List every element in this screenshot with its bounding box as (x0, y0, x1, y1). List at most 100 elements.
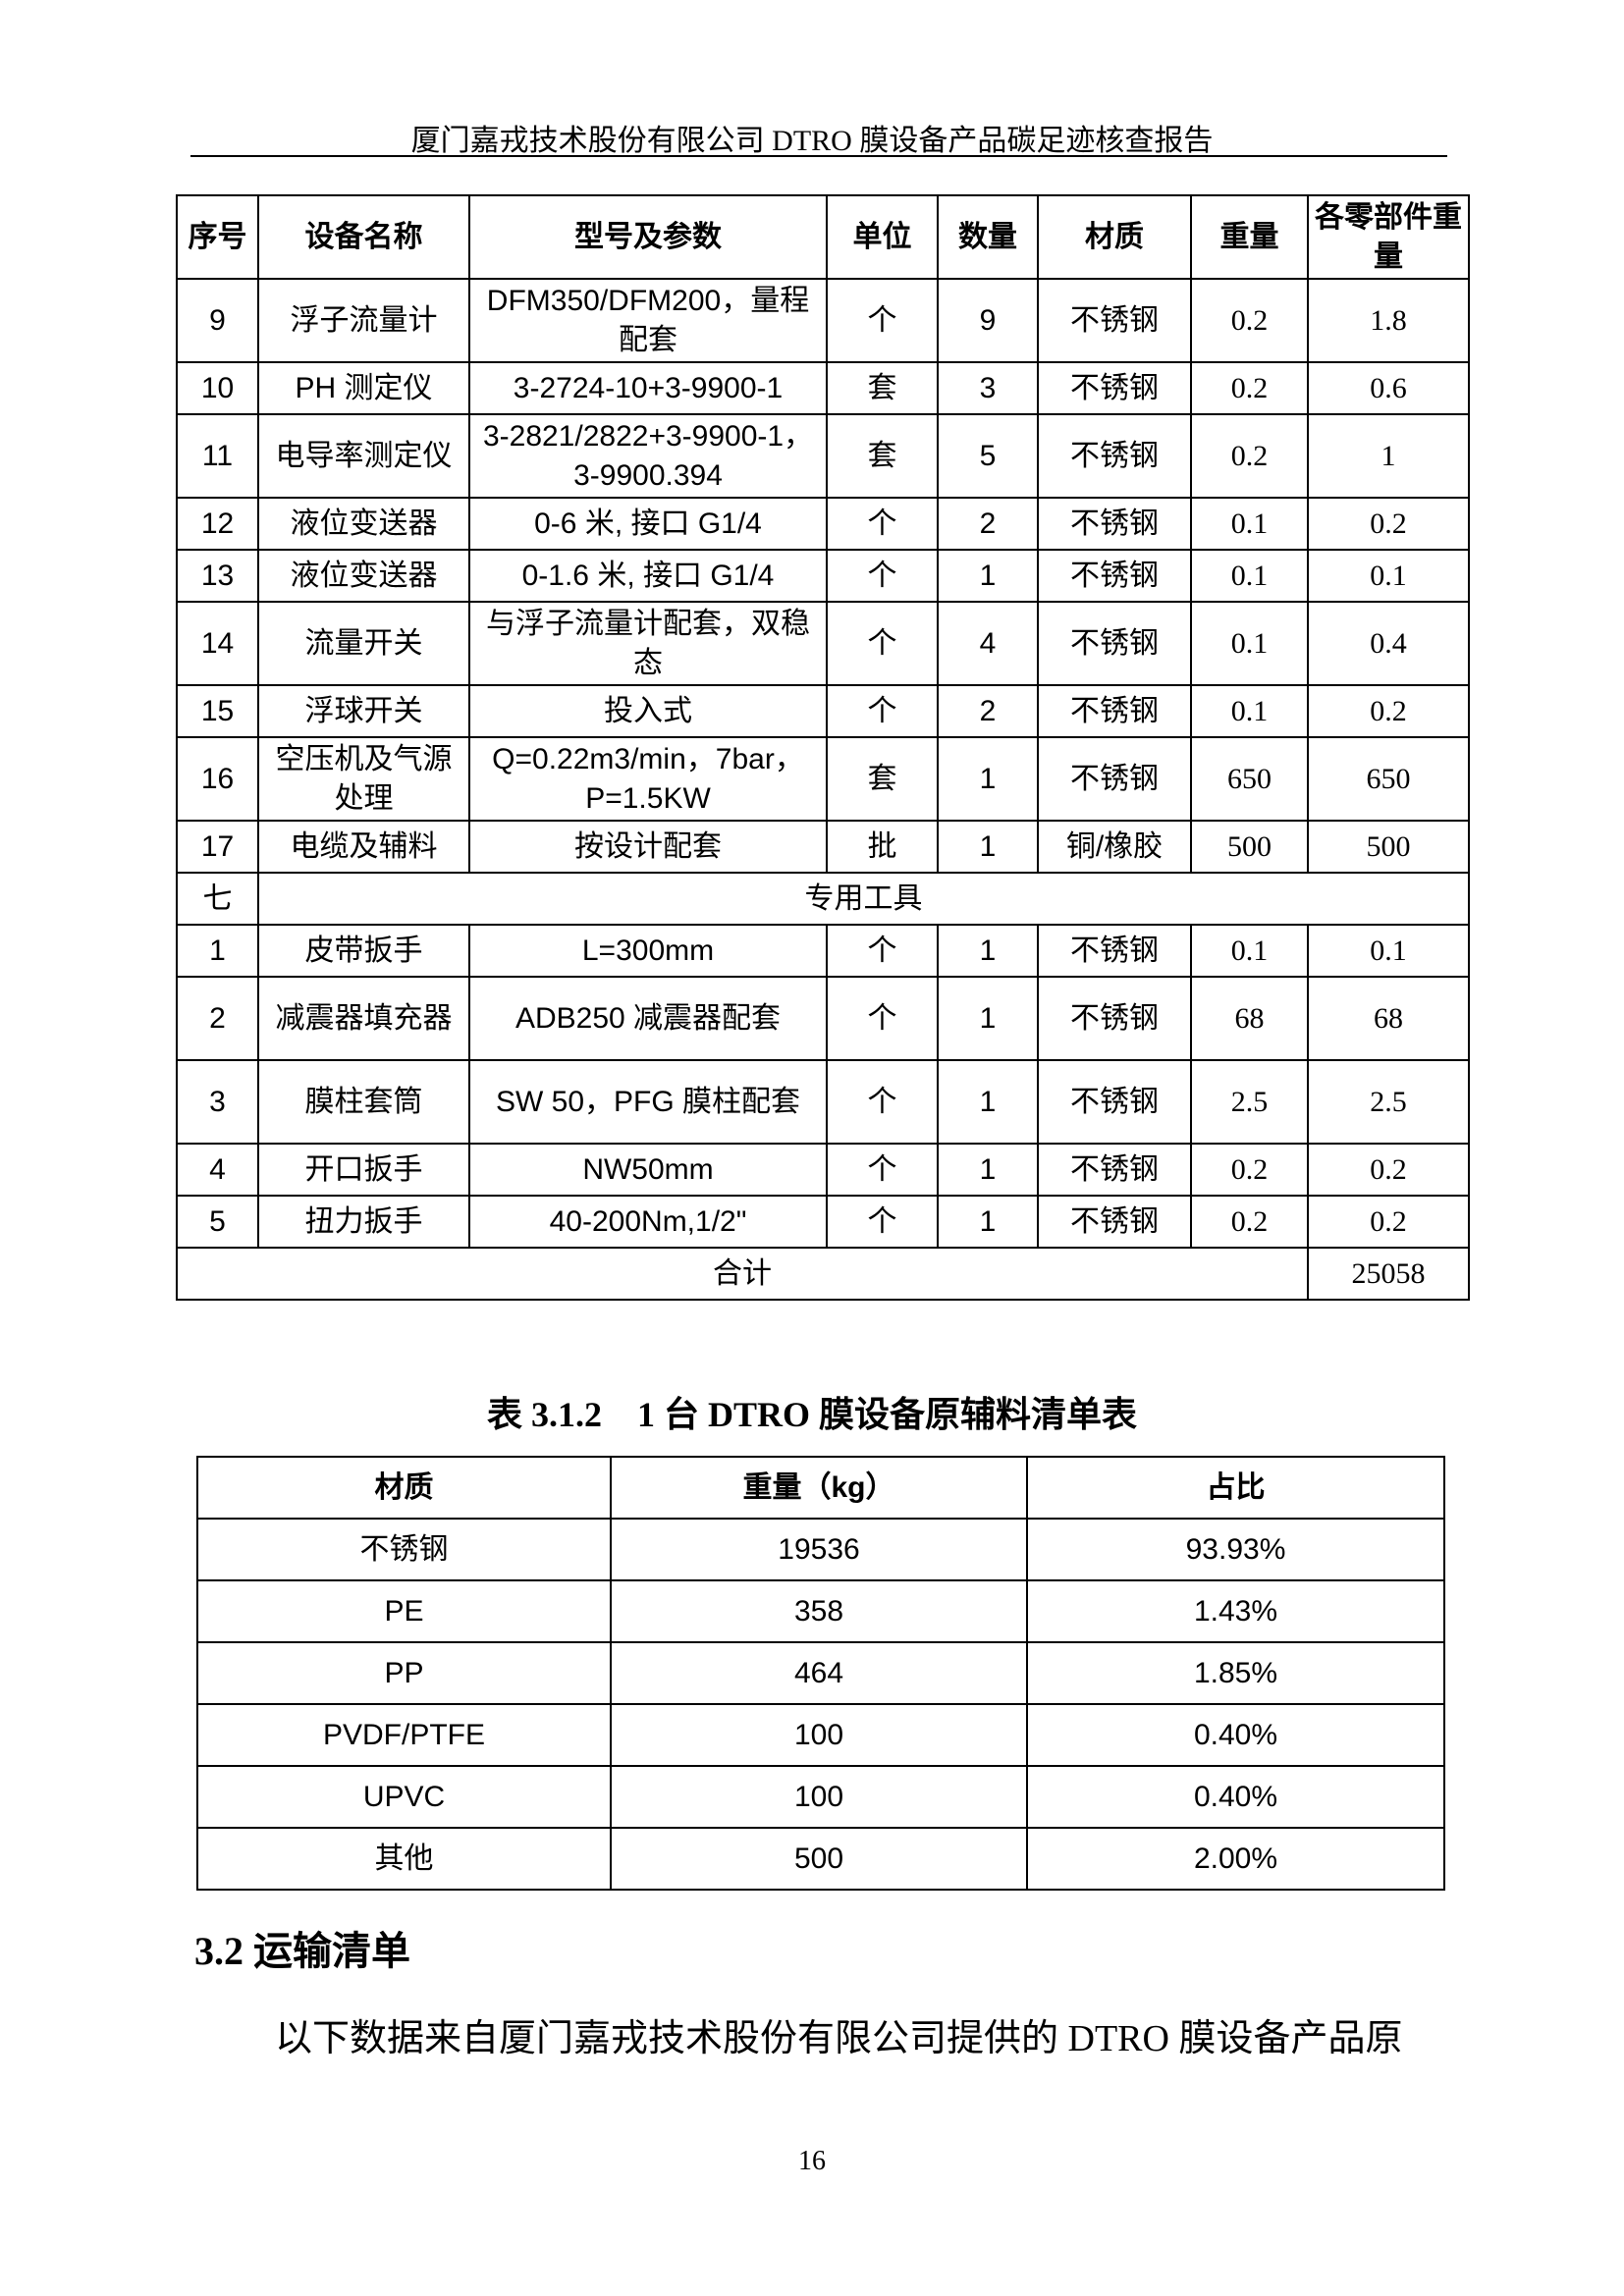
table-cell: 合计 (176, 1247, 1309, 1301)
table-row: 5 扭力扳手 40-200Nm,1/2" 个 1 不锈钢 0.2 0.2 (176, 1195, 1470, 1249)
table-cell: 0.40% (1026, 1765, 1445, 1829)
table-cell: 4 (937, 601, 1039, 686)
table-cell: 不锈钢 (1037, 736, 1192, 822)
table-cell: 个 (826, 1059, 939, 1145)
table-cell: 不锈钢 (1037, 497, 1192, 551)
table-cell: 25058 (1307, 1247, 1470, 1301)
materials-table: 材质 重量（kg） 占比 不锈钢 19536 93.93% PE 358 1.43% PP 464 1… (196, 1456, 1445, 1891)
table-cell: 皮带扳手 (257, 924, 470, 978)
table-cell: 与浮子流量计配套，双稳态 (468, 601, 828, 686)
table-cell: 0-1.6 米, 接口 G1/4 (468, 549, 828, 603)
table-cell: 0-6 米, 接口 G1/4 (468, 497, 828, 551)
table-cell: 0.2 (1307, 497, 1470, 551)
table-cell: 1 (937, 924, 1039, 978)
table-cell: 单位 (826, 194, 939, 280)
table-cell: 13 (176, 549, 259, 603)
table-cell: 3 (937, 361, 1039, 415)
table-cell: PVDF/PTFE (196, 1703, 612, 1767)
table-cell: 0.2 (1190, 1143, 1309, 1197)
table-row: 4 开口扳手 NW50mm 个 1 不锈钢 0.2 0.2 (176, 1143, 1470, 1197)
table-cell: 1 (937, 1059, 1039, 1145)
table-cell: 2 (937, 684, 1039, 738)
total-row: 合计 25058 (176, 1247, 1470, 1301)
table-cell: 不锈钢 (1037, 684, 1192, 738)
table-row: 9 浮子流量计 DFM350/DFM200，量程配套个 9 不锈钢 0.2 1.8 (176, 278, 1470, 363)
table-cell: 17 (176, 820, 259, 874)
table-cell: 1 (937, 736, 1039, 822)
running-header: 厦门嘉戎技术股份有限公司 DTRO 膜设备产品碳足迹核查报告 (410, 125, 1214, 157)
table-cell: 0.2 (1190, 278, 1309, 363)
table-cell: 套 (826, 736, 939, 822)
table-cell: 重量（kg） (610, 1456, 1028, 1520)
table-cell: 不锈钢 (1037, 361, 1192, 415)
table-cell: 浮球开关 (257, 684, 470, 738)
table-cell: 个 (826, 924, 939, 978)
table-cell: 其他 (196, 1827, 612, 1891)
table-cell: 不锈钢 (1037, 976, 1192, 1061)
table-cell: 序号 (176, 194, 259, 280)
table-cell: 5 (176, 1195, 259, 1249)
table-cell: 40-200Nm,1/2" (468, 1195, 828, 1249)
table-cell: NW50mm (468, 1143, 828, 1197)
body-paragraph: 以下数据来自厦门嘉戎技术股份有限公司提供的 DTRO 膜设备产品原 (275, 2018, 1403, 2059)
table-cell: 93.93% (1026, 1518, 1445, 1581)
table-cell: 膜柱套筒 (257, 1059, 470, 1145)
table-cell: 套 (826, 413, 939, 499)
table-cell: 液位变送器 (257, 549, 470, 603)
table-cell: 各零部件重量 (1307, 194, 1470, 280)
table-cell: 358 (610, 1579, 1028, 1643)
table-cell: 500 (1190, 820, 1309, 874)
page-number: 16 (798, 2146, 826, 2176)
table-cell: 68 (1307, 976, 1470, 1061)
table-cell: 个 (826, 1143, 939, 1197)
table-cell: 0.40% (1026, 1703, 1445, 1767)
table-cell: 设备名称 (257, 194, 470, 280)
table-cell: UPVC (196, 1765, 612, 1829)
table-row: 16 空压机及气源处理 Q=0.22m3/min，7bar，P=1.5KW 套 1 不锈钢… (176, 736, 1470, 822)
table-cell: 12 (176, 497, 259, 551)
table-cell: 19536 (610, 1518, 1028, 1581)
table-cell: 11 (176, 413, 259, 499)
table-cell: 9 (937, 278, 1039, 363)
table-cell: PH 测定仪 (257, 361, 470, 415)
table-cell: 0.1 (1307, 549, 1470, 603)
table-row: 10 PH 测定仪 3-2724-10+3-9900-1 套 3 不锈钢 0.2 0.6 (176, 361, 1470, 415)
table-cell: 10 (176, 361, 259, 415)
table-cell: 0.4 (1307, 601, 1470, 686)
table-row: 1 皮带扳手 L=300mm 个 1 不锈钢 0.1 0.1 (176, 924, 1470, 978)
table-cell: 100 (610, 1765, 1028, 1829)
table-cell: 2.5 (1190, 1059, 1309, 1145)
table-cell: 个 (826, 278, 939, 363)
table-cell: SW 50，PFG 膜柱配套 (468, 1059, 828, 1145)
section-heading: 3.2 运输清单 (194, 1929, 410, 1973)
table-cell: 不锈钢 (1037, 924, 1192, 978)
table-header-row: 序号 设备名称 型号及参数 单位 数量 材质 重量 各零部件重量 (176, 194, 1470, 280)
table-cell: PP (196, 1641, 612, 1705)
table-cell: 不锈钢 (196, 1518, 612, 1581)
table-cell: 0.2 (1190, 361, 1309, 415)
table-row: UPVC 100 0.40% (196, 1765, 1445, 1829)
table-row: 3 膜柱套筒 SW 50，PFG 膜柱配套个 1 不锈钢 2.5 2.5 (176, 1059, 1470, 1145)
table-row: PE 358 1.43% (196, 1579, 1445, 1643)
table-cell: 100 (610, 1703, 1028, 1767)
table-cell: 2.5 (1307, 1059, 1470, 1145)
table-cell: 1.85% (1026, 1641, 1445, 1705)
table-cell: 500 (610, 1827, 1028, 1891)
table-cell: 专用工具 (257, 872, 1470, 926)
table-cell: 个 (826, 549, 939, 603)
table-cell: 电导率测定仪 (257, 413, 470, 499)
table-row: 2 减震器填充器 ADB250 减震器配套个 1 不锈钢 68 68 (176, 976, 1470, 1061)
table-cell: 5 (937, 413, 1039, 499)
table-row: 11 电导率测定仪 3-2821/2822+3-9900-1，3-9900.394 套… (176, 413, 1470, 499)
table-cell: 0.2 (1307, 1195, 1470, 1249)
table-row: PVDF/PTFE 100 0.40% (196, 1703, 1445, 1767)
table-cell: 批 (826, 820, 939, 874)
table-cell: 按设计配套 (468, 820, 828, 874)
table-cell: 开口扳手 (257, 1143, 470, 1197)
table-cell: 3-2724-10+3-9900-1 (468, 361, 828, 415)
table-cell: 材质 (1037, 194, 1192, 280)
table-cell: 1 (937, 820, 1039, 874)
table-cell: 0.2 (1190, 413, 1309, 499)
table-cell: 68 (1190, 976, 1309, 1061)
